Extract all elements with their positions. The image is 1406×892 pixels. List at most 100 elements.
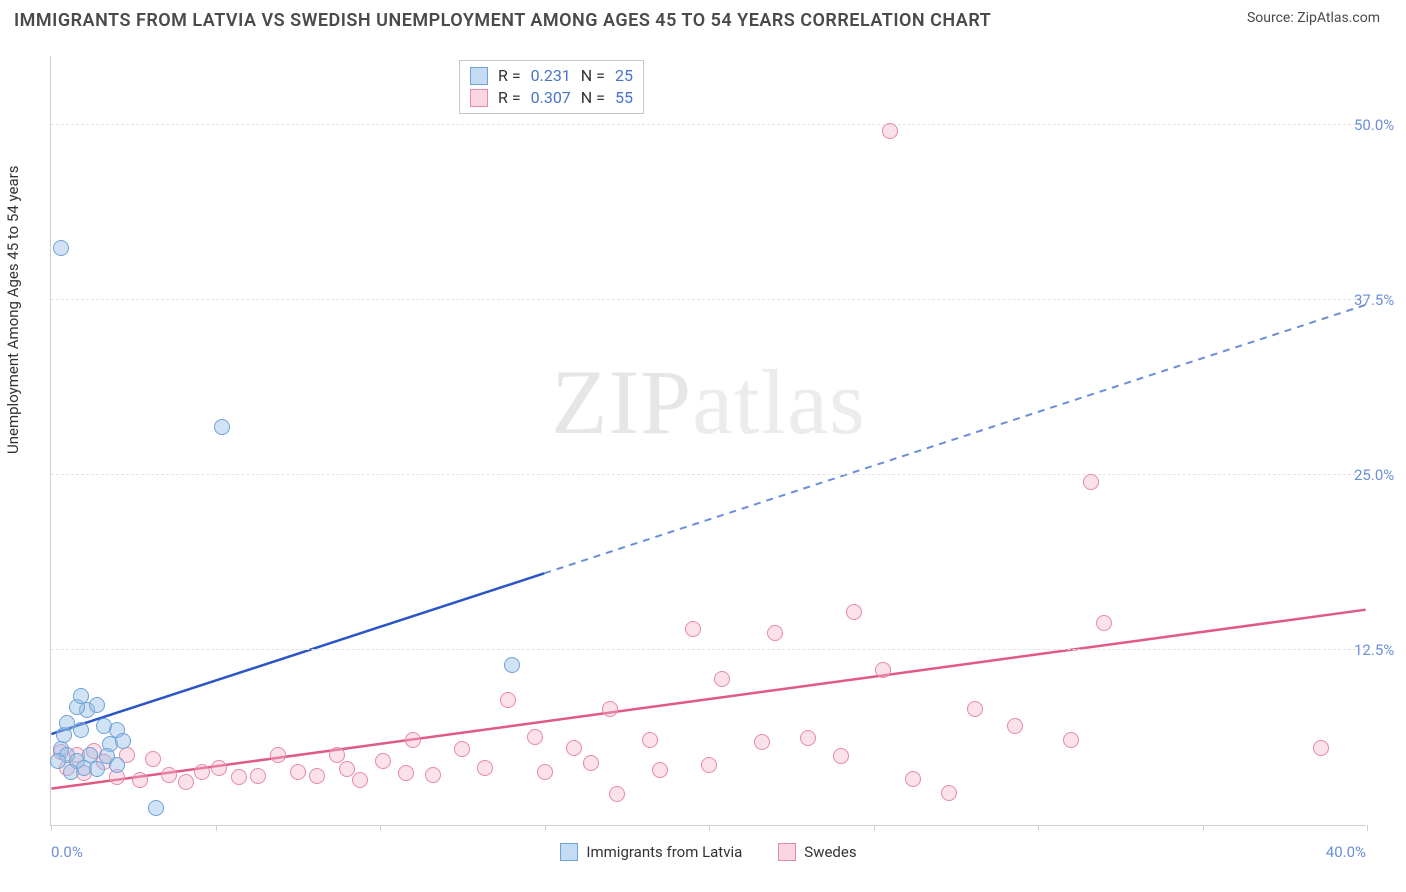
source-attribution: Source: ZipAtlas.com [1247, 10, 1380, 26]
swatch-blue-icon [560, 843, 578, 861]
data-point [250, 768, 266, 784]
data-point [642, 732, 658, 748]
data-point [329, 747, 345, 763]
n-value-blue: 25 [615, 65, 633, 87]
gridline [51, 299, 1366, 300]
data-point [652, 762, 668, 778]
source-prefix: Source: [1247, 10, 1297, 26]
x-tick [216, 825, 217, 831]
data-point [875, 662, 891, 678]
data-point [352, 772, 368, 788]
watermark-right: atlas [692, 351, 866, 453]
x-tick [545, 825, 546, 831]
data-point [145, 751, 161, 767]
r-label: R = [498, 87, 521, 109]
data-point [767, 625, 783, 641]
data-point [309, 768, 325, 784]
swatch-blue-icon [470, 67, 488, 85]
y-tick-label: 50.0% [1354, 116, 1406, 134]
data-point [375, 753, 391, 769]
data-point [50, 753, 66, 769]
x-axis-max-label: 40.0% [1326, 843, 1366, 861]
gridline [51, 649, 1366, 650]
data-point [602, 701, 618, 717]
data-point [115, 733, 131, 749]
data-point [1007, 718, 1023, 734]
data-point [148, 800, 164, 816]
data-point [194, 764, 210, 780]
watermark-left: ZIP [551, 351, 692, 453]
r-value-blue: 0.231 [531, 65, 571, 87]
data-point [270, 747, 286, 763]
legend-item-pink: Swedes [778, 843, 856, 861]
x-tick [51, 825, 52, 831]
data-point [1313, 740, 1329, 756]
data-point [214, 419, 230, 435]
legend-label-pink: Swedes [804, 843, 856, 861]
data-point [566, 740, 582, 756]
data-point [754, 734, 770, 750]
data-point [714, 671, 730, 687]
data-point [290, 764, 306, 780]
x-tick [1367, 825, 1368, 831]
data-point [132, 772, 148, 788]
legend-label-blue: Immigrants from Latvia [586, 843, 742, 861]
n-value-pink: 55 [615, 87, 633, 109]
plot-area: ZIPatlas R = 0.231 N = 25 R = 0.307 N = … [50, 56, 1366, 826]
r-label: R = [498, 65, 521, 87]
x-tick [1203, 825, 1204, 831]
data-point [1096, 615, 1112, 631]
data-point [882, 123, 898, 139]
n-label: N = [581, 87, 605, 109]
x-tick [874, 825, 875, 831]
data-point [53, 240, 69, 256]
data-point [161, 767, 177, 783]
x-tick [709, 825, 710, 831]
x-tick [1038, 825, 1039, 831]
data-point [405, 732, 421, 748]
series-legend: Immigrants from Latvia Swedes [51, 843, 1366, 861]
data-point [833, 748, 849, 764]
data-point [477, 760, 493, 776]
data-point [425, 767, 441, 783]
data-point [846, 604, 862, 620]
data-point [211, 760, 227, 776]
data-point [905, 771, 921, 787]
y-tick-label: 37.5% [1354, 291, 1406, 309]
data-point [178, 774, 194, 790]
gridline [51, 474, 1366, 475]
data-point [99, 748, 115, 764]
correlation-legend: R = 0.231 N = 25 R = 0.307 N = 55 [459, 60, 644, 114]
y-tick-label: 12.5% [1354, 641, 1406, 659]
data-point [59, 715, 75, 731]
header: IMMIGRANTS FROM LATVIA VS SWEDISH UNEMPL… [0, 0, 1406, 31]
legend-row-pink: R = 0.307 N = 55 [470, 87, 633, 109]
chart-title: IMMIGRANTS FROM LATVIA VS SWEDISH UNEMPL… [14, 10, 991, 31]
watermark: ZIPatlas [551, 349, 866, 455]
data-point [89, 697, 105, 713]
y-axis-label: Unemployment Among Ages 45 to 54 years [4, 166, 22, 454]
data-point [231, 769, 247, 785]
data-point [398, 765, 414, 781]
data-point [583, 755, 599, 771]
data-point [685, 621, 701, 637]
data-point [504, 657, 520, 673]
x-axis-min-label: 0.0% [51, 843, 83, 861]
legend-item-blue: Immigrants from Latvia [560, 843, 742, 861]
trend-lines [51, 56, 1366, 825]
data-point [800, 730, 816, 746]
data-point [454, 741, 470, 757]
data-point [701, 757, 717, 773]
data-point [339, 761, 355, 777]
data-point [500, 692, 516, 708]
data-point [73, 688, 89, 704]
data-point [1083, 474, 1099, 490]
legend-row-blue: R = 0.231 N = 25 [470, 65, 633, 87]
n-label: N = [581, 65, 605, 87]
data-point [537, 764, 553, 780]
swatch-pink-icon [778, 843, 796, 861]
source-name: ZipAtlas.com [1297, 10, 1380, 26]
data-point [967, 701, 983, 717]
data-point [609, 786, 625, 802]
data-point [1063, 732, 1079, 748]
